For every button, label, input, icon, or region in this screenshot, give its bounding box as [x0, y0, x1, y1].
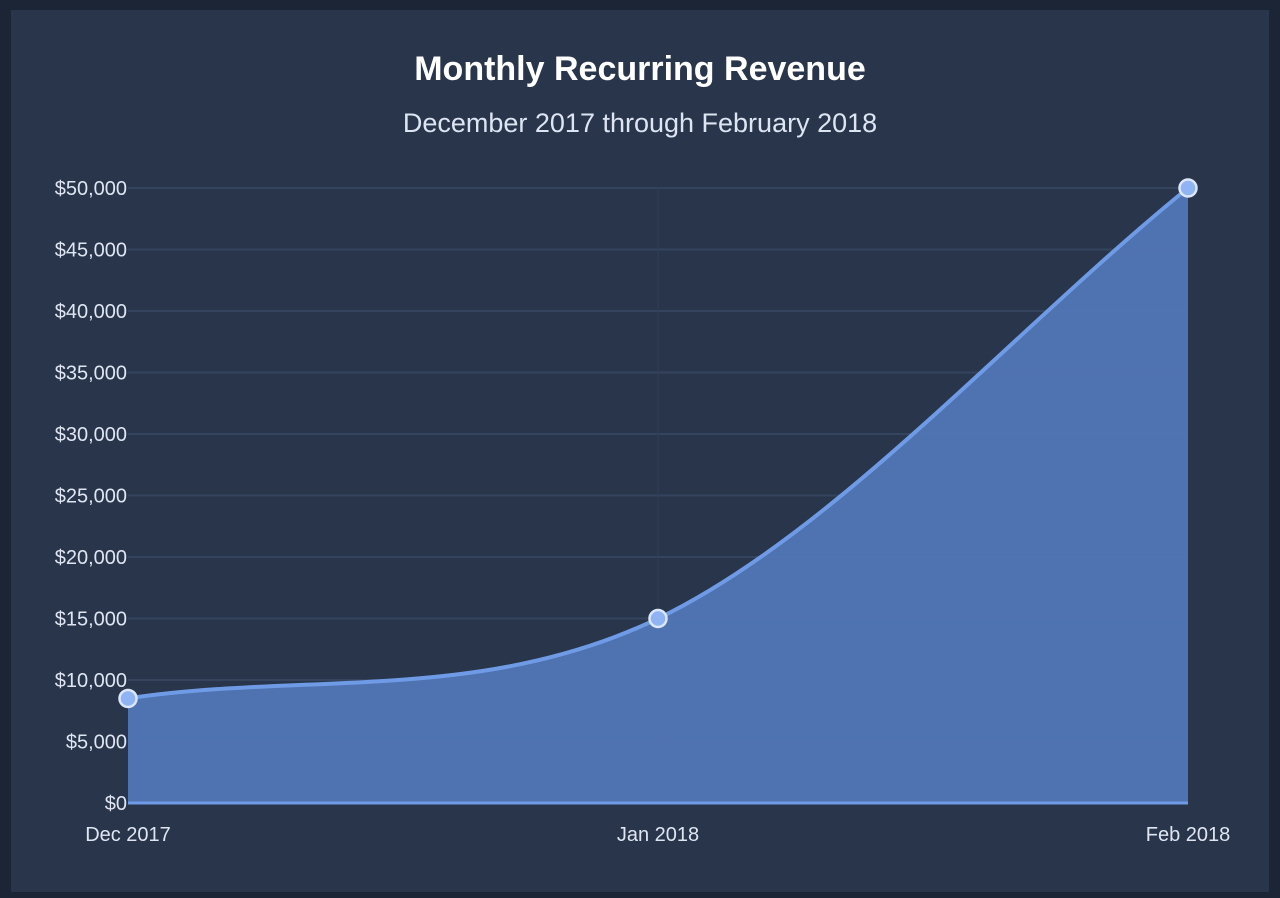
y-tick-label: $35,000 [55, 363, 127, 385]
data-point[interactable] [1178, 178, 1198, 198]
y-tick-label: $50,000 [55, 178, 127, 200]
y-tick-label: $40,000 [55, 301, 127, 323]
y-tick-label: $20,000 [55, 547, 127, 569]
x-tick-label: Feb 2018 [1146, 824, 1231, 846]
x-tick-label: Jan 2018 [617, 824, 699, 846]
y-tick-label: $10,000 [55, 670, 127, 692]
y-tick-label: $25,000 [55, 486, 127, 508]
data-points [118, 178, 1198, 709]
data-point[interactable] [118, 688, 138, 709]
area-fill [128, 188, 1188, 803]
y-tick-label: $15,000 [55, 609, 127, 631]
data-point[interactable] [648, 608, 668, 629]
x-tick-label: Dec 2017 [85, 824, 171, 846]
y-tick-label: $45,000 [55, 240, 127, 262]
area-series [127, 186, 1190, 805]
y-tick-label: $5,000 [66, 732, 127, 754]
y-tick-label: $30,000 [55, 424, 127, 446]
x-axis: Dec 2017 Jan 2018 Feb 2018 [85, 824, 1230, 846]
y-axis: $0 $5,000 $10,000 $15,000 $20,000 $25,000 $30,… [55, 178, 127, 815]
series-line [127, 186, 1190, 701]
y-tick-label: $0 [105, 793, 127, 815]
chart-title: Monthly Recurring Revenue [414, 50, 866, 88]
chart-subtitle: December 2017 through February 2018 [402, 108, 878, 138]
